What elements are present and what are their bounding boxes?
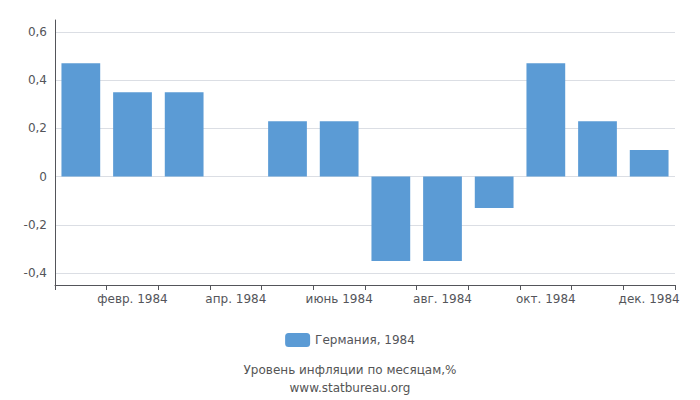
svg-text:-0,4: -0,4 — [24, 266, 47, 280]
svg-text:0,4: 0,4 — [28, 73, 47, 87]
svg-text:0: 0 — [39, 170, 47, 184]
svg-text:апр. 1984: апр. 1984 — [205, 292, 266, 306]
svg-text:авг. 1984: авг. 1984 — [413, 292, 472, 306]
svg-text:Германия, 1984: Германия, 1984 — [315, 333, 415, 347]
svg-text:Уровень инфляции по месяцам,%: Уровень инфляции по месяцам,% — [244, 363, 457, 377]
svg-text:окт. 1984: окт. 1984 — [516, 292, 576, 306]
svg-text:февр. 1984: февр. 1984 — [97, 292, 168, 306]
svg-text:www.statbureau.org: www.statbureau.org — [290, 381, 411, 395]
svg-text:-0,2: -0,2 — [24, 218, 47, 232]
svg-text:дек. 1984: дек. 1984 — [619, 292, 680, 306]
svg-text:июнь 1984: июнь 1984 — [306, 292, 373, 306]
svg-text:0,2: 0,2 — [28, 121, 47, 135]
svg-text:0,6: 0,6 — [28, 25, 47, 39]
